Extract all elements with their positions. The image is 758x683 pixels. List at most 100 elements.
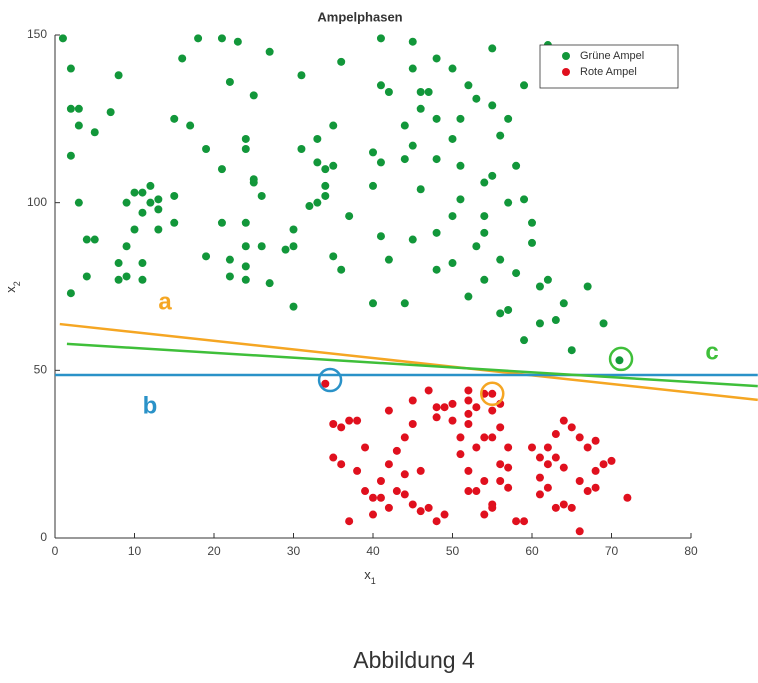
point: [329, 121, 338, 130]
point: [416, 88, 425, 97]
point: [400, 490, 409, 499]
point: [535, 319, 544, 328]
point: [154, 225, 163, 234]
point: [464, 292, 473, 301]
y-tick-label: 50: [34, 363, 48, 377]
point: [504, 483, 513, 492]
point: [496, 255, 505, 264]
point: [146, 181, 155, 190]
point: [559, 463, 568, 472]
point: [599, 319, 608, 328]
x-tick-label: 0: [52, 544, 59, 558]
point: [225, 272, 234, 281]
point: [384, 460, 393, 469]
point: [376, 232, 385, 241]
point: [329, 161, 338, 170]
point: [599, 460, 608, 469]
point: [472, 242, 481, 251]
point: [504, 198, 513, 207]
point: [543, 275, 552, 284]
point: [329, 453, 338, 462]
point: [400, 433, 409, 442]
x-axis-label-base: x: [364, 567, 371, 582]
point: [559, 500, 568, 509]
point: [361, 487, 370, 496]
point: [345, 416, 354, 425]
point: [82, 235, 91, 244]
point: [66, 289, 75, 298]
point: [480, 510, 489, 519]
point: [186, 121, 195, 130]
point: [146, 198, 155, 207]
point: [130, 225, 139, 234]
point: [249, 91, 258, 100]
point: [82, 272, 91, 281]
point: [66, 151, 75, 160]
point: [623, 493, 632, 502]
point: [551, 430, 560, 439]
point: [408, 64, 417, 73]
point: [66, 64, 75, 73]
point: [408, 235, 417, 244]
point: [432, 265, 441, 274]
point: [225, 77, 234, 86]
point: [241, 218, 250, 227]
highlight-circle: [317, 367, 343, 393]
point: [496, 309, 505, 318]
point: [591, 466, 600, 475]
point: [138, 188, 147, 197]
point: [408, 500, 417, 509]
point: [520, 195, 529, 204]
point: [504, 463, 513, 472]
point: [408, 396, 417, 405]
point: [432, 155, 441, 164]
boundary-line: [66, 342, 758, 388]
point: [408, 141, 417, 150]
point: [480, 228, 489, 237]
point: [575, 433, 584, 442]
point: [464, 466, 473, 475]
point: [400, 299, 409, 308]
point: [376, 81, 385, 90]
line-label: a: [158, 288, 172, 315]
point: [122, 272, 131, 281]
point: [464, 419, 473, 428]
point: [416, 104, 425, 113]
point: [432, 114, 441, 123]
point: [456, 114, 465, 123]
point: [416, 466, 425, 475]
highlight-circle: [480, 381, 505, 407]
point: [384, 503, 393, 512]
point: [496, 131, 505, 140]
point: [249, 178, 258, 187]
point: [337, 460, 346, 469]
point: [488, 406, 497, 415]
legend-marker: [562, 52, 570, 60]
x-tick-label: 80: [684, 544, 698, 558]
point: [535, 490, 544, 499]
point: [551, 453, 560, 462]
point: [281, 245, 290, 254]
point: [432, 403, 441, 412]
point: [369, 181, 377, 190]
point: [305, 202, 314, 211]
point: [504, 443, 513, 452]
point: [345, 212, 354, 221]
point: [400, 155, 409, 164]
point: [313, 198, 322, 207]
point: [361, 443, 370, 452]
point: [496, 476, 505, 485]
point: [265, 279, 274, 288]
x-tick-label: 70: [605, 544, 619, 558]
point: [66, 104, 75, 113]
point: [488, 503, 497, 512]
point: [202, 145, 211, 154]
point: [337, 265, 346, 274]
point: [480, 476, 489, 485]
point: [369, 493, 377, 502]
point: [58, 34, 67, 43]
point: [376, 493, 385, 502]
point: [74, 198, 83, 207]
point: [583, 443, 592, 452]
point: [241, 134, 250, 143]
